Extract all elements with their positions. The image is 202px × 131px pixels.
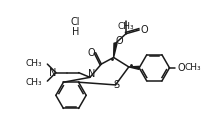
Text: O: O: [116, 36, 123, 46]
Text: O: O: [140, 25, 148, 35]
Text: H: H: [72, 27, 79, 37]
Polygon shape: [129, 66, 139, 69]
Text: O: O: [87, 48, 95, 58]
Polygon shape: [114, 43, 117, 58]
Text: CH₃: CH₃: [185, 63, 201, 72]
Text: S: S: [113, 80, 120, 90]
Text: N: N: [88, 69, 96, 80]
Text: CH₃: CH₃: [25, 59, 42, 68]
Text: CH₃: CH₃: [25, 78, 42, 87]
Text: O: O: [177, 63, 185, 73]
Text: Cl: Cl: [70, 17, 80, 27]
Text: N: N: [49, 68, 57, 78]
Text: CH₃: CH₃: [118, 22, 134, 31]
